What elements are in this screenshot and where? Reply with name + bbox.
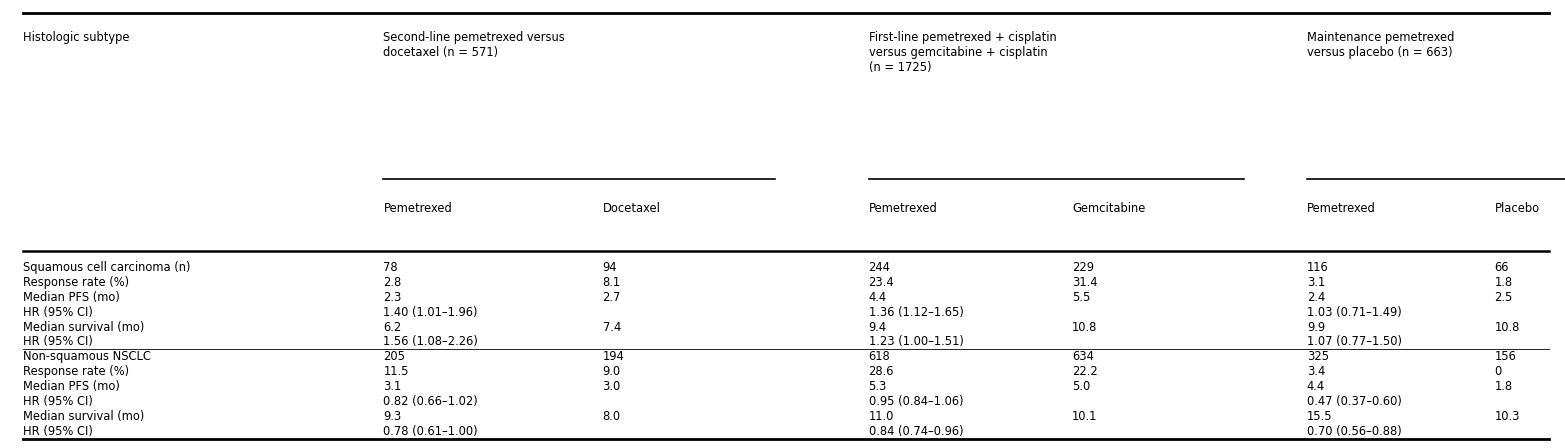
Text: 9.9: 9.9 [1307,320,1326,334]
Text: Pemetrexed: Pemetrexed [383,202,452,215]
Text: HR (95% CI): HR (95% CI) [23,336,94,349]
Text: Pemetrexed: Pemetrexed [1307,202,1376,215]
Text: 1.23 (1.00–1.51): 1.23 (1.00–1.51) [869,336,964,349]
Text: HR (95% CI): HR (95% CI) [23,425,94,438]
Text: 5.5: 5.5 [1072,291,1091,304]
Text: 11.0: 11.0 [869,410,894,423]
Text: 2.8: 2.8 [383,276,402,289]
Text: 3.1: 3.1 [383,380,402,393]
Text: 2.7: 2.7 [603,291,621,304]
Text: Squamous cell carcinoma (n): Squamous cell carcinoma (n) [23,261,191,274]
Text: 66: 66 [1495,261,1509,274]
Text: 22.2: 22.2 [1072,365,1097,379]
Text: 0.78 (0.61–1.00): 0.78 (0.61–1.00) [383,425,477,438]
Text: 1.56 (1.08–2.26): 1.56 (1.08–2.26) [383,336,479,349]
Text: 11.5: 11.5 [383,365,408,379]
Text: 5.3: 5.3 [869,380,887,393]
Text: 4.4: 4.4 [1307,380,1326,393]
Text: 7.4: 7.4 [603,320,621,334]
Text: 6.2: 6.2 [383,320,402,334]
Text: Gemcitabine: Gemcitabine [1072,202,1146,215]
Text: 0.70 (0.56–0.88): 0.70 (0.56–0.88) [1307,425,1402,438]
Text: 3.1: 3.1 [1307,276,1326,289]
Text: 244: 244 [869,261,890,274]
Text: 325: 325 [1307,350,1329,363]
Text: 9.4: 9.4 [869,320,887,334]
Text: 78: 78 [383,261,398,274]
Text: 23.4: 23.4 [869,276,894,289]
Text: 2.4: 2.4 [1307,291,1326,304]
Text: 3.4: 3.4 [1307,365,1326,379]
Text: 0.95 (0.84–1.06): 0.95 (0.84–1.06) [869,395,962,408]
Text: 618: 618 [869,350,890,363]
Text: 1.8: 1.8 [1495,276,1513,289]
Text: First-line pemetrexed + cisplatin
versus gemcitabine + cisplatin
(n = 1725): First-line pemetrexed + cisplatin versus… [869,31,1056,74]
Text: Median survival (mo): Median survival (mo) [23,320,146,334]
Text: Docetaxel: Docetaxel [603,202,660,215]
Text: 94: 94 [603,261,617,274]
Text: 31.4: 31.4 [1072,276,1097,289]
Text: 2.5: 2.5 [1495,291,1513,304]
Text: Response rate (%): Response rate (%) [23,365,130,379]
Text: 634: 634 [1072,350,1094,363]
Text: 0: 0 [1495,365,1502,379]
Text: Second-line pemetrexed versus
docetaxel (n = 571): Second-line pemetrexed versus docetaxel … [383,31,565,59]
Text: Pemetrexed: Pemetrexed [869,202,937,215]
Text: 0.47 (0.37–0.60): 0.47 (0.37–0.60) [1307,395,1402,408]
Text: 10.8: 10.8 [1072,320,1097,334]
Text: 10.8: 10.8 [1495,320,1520,334]
Text: 9.3: 9.3 [383,410,402,423]
Text: HR (95% CI): HR (95% CI) [23,306,94,319]
Text: Non-squamous NSCLC: Non-squamous NSCLC [23,350,152,363]
Text: 1.40 (1.01–1.96): 1.40 (1.01–1.96) [383,306,477,319]
Text: Maintenance pemetrexed
versus placebo (n = 663): Maintenance pemetrexed versus placebo (n… [1307,31,1454,59]
Text: 156: 156 [1495,350,1516,363]
Text: 1.03 (0.71–1.49): 1.03 (0.71–1.49) [1307,306,1402,319]
Text: 2.3: 2.3 [383,291,402,304]
Text: 4.4: 4.4 [869,291,887,304]
Text: 5.0: 5.0 [1072,380,1091,393]
Text: Histologic subtype: Histologic subtype [23,31,130,44]
Text: 10.1: 10.1 [1072,410,1097,423]
Text: 9.0: 9.0 [603,365,621,379]
Text: 1.07 (0.77–1.50): 1.07 (0.77–1.50) [1307,336,1402,349]
Text: Median PFS (mo): Median PFS (mo) [23,291,121,304]
Text: 229: 229 [1072,261,1094,274]
Text: HR (95% CI): HR (95% CI) [23,395,94,408]
Text: 1.36 (1.12–1.65): 1.36 (1.12–1.65) [869,306,964,319]
Text: 0.82 (0.66–1.02): 0.82 (0.66–1.02) [383,395,479,408]
Text: 194: 194 [603,350,624,363]
Text: 10.3: 10.3 [1495,410,1520,423]
Text: 15.5: 15.5 [1307,410,1332,423]
Text: 205: 205 [383,350,405,363]
Text: 116: 116 [1307,261,1329,274]
Text: Response rate (%): Response rate (%) [23,276,130,289]
Text: Median survival (mo): Median survival (mo) [23,410,146,423]
Text: 28.6: 28.6 [869,365,894,379]
Text: 8.1: 8.1 [603,276,621,289]
Text: 1.8: 1.8 [1495,380,1513,393]
Text: 3.0: 3.0 [603,380,621,393]
Text: Median PFS (mo): Median PFS (mo) [23,380,121,393]
Text: 8.0: 8.0 [603,410,621,423]
Text: Placebo: Placebo [1495,202,1540,215]
Text: 0.84 (0.74–0.96): 0.84 (0.74–0.96) [869,425,962,438]
